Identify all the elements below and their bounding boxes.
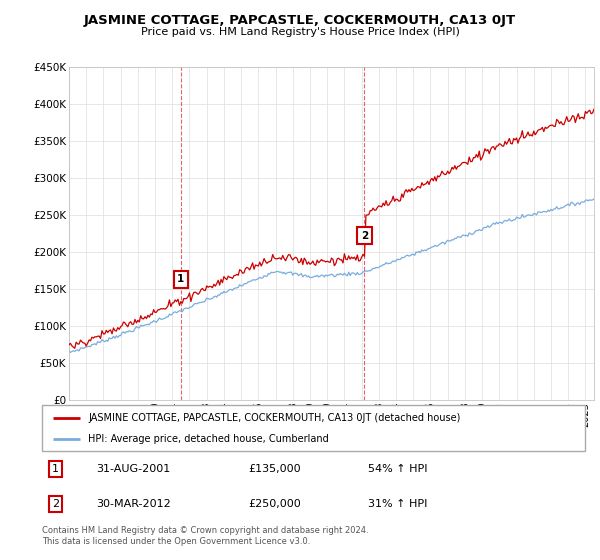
Text: £135,000: £135,000: [248, 464, 301, 474]
Text: 1: 1: [52, 464, 59, 474]
Text: 31-AUG-2001: 31-AUG-2001: [97, 464, 170, 474]
Text: 2: 2: [52, 499, 59, 509]
Text: 1: 1: [177, 274, 185, 284]
Text: HPI: Average price, detached house, Cumberland: HPI: Average price, detached house, Cumb…: [88, 435, 329, 444]
Text: 54% ↑ HPI: 54% ↑ HPI: [368, 464, 427, 474]
Text: 31% ↑ HPI: 31% ↑ HPI: [368, 499, 427, 509]
Text: Contains HM Land Registry data © Crown copyright and database right 2024.
This d: Contains HM Land Registry data © Crown c…: [42, 526, 368, 546]
Text: Price paid vs. HM Land Registry's House Price Index (HPI): Price paid vs. HM Land Registry's House …: [140, 27, 460, 37]
Text: £250,000: £250,000: [248, 499, 301, 509]
Text: JASMINE COTTAGE, PAPCASTLE, COCKERMOUTH, CA13 0JT (detached house): JASMINE COTTAGE, PAPCASTLE, COCKERMOUTH,…: [88, 413, 461, 423]
Text: JASMINE COTTAGE, PAPCASTLE, COCKERMOUTH, CA13 0JT: JASMINE COTTAGE, PAPCASTLE, COCKERMOUTH,…: [84, 14, 516, 27]
Text: 30-MAR-2012: 30-MAR-2012: [97, 499, 171, 509]
FancyBboxPatch shape: [42, 405, 585, 451]
Text: 2: 2: [361, 231, 368, 241]
